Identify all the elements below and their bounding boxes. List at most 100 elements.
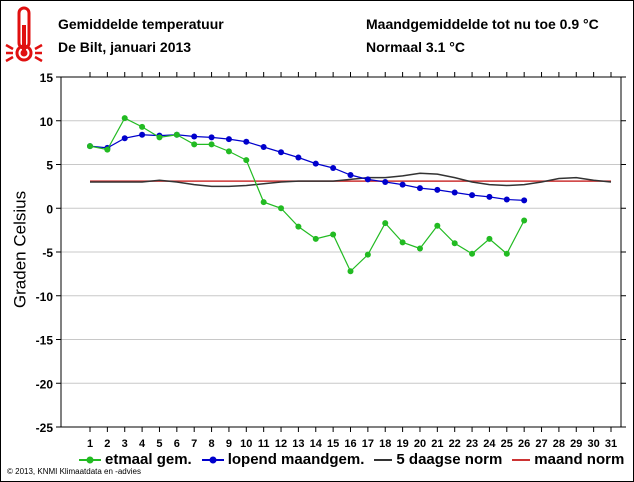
x-tick-label: 28 (553, 438, 565, 450)
x-tick-label: 20 (414, 438, 426, 450)
x-tick-label: 10 (240, 438, 252, 450)
y-tick-label: -5 (42, 246, 53, 260)
data-point (451, 240, 458, 247)
data-point (312, 160, 319, 167)
data-point (416, 185, 423, 192)
x-tick-label: 27 (535, 438, 547, 450)
x-tick-label: 25 (501, 438, 513, 450)
x-tick-label: 23 (466, 438, 478, 450)
month-average: Maandgemiddelde tot nu toe 0.9 °C (366, 16, 599, 32)
x-tick-label: 3 (122, 438, 128, 450)
data-point (347, 172, 354, 178)
data-point (486, 193, 493, 200)
data-point (330, 231, 337, 238)
data-point (260, 199, 267, 206)
x-tick-label: 29 (570, 438, 582, 450)
x-tick-label: 18 (379, 438, 391, 450)
data-point (243, 138, 250, 145)
data-point (521, 217, 528, 224)
y-tick-label: 0 (46, 202, 53, 216)
data-point (104, 146, 111, 153)
copyright: © 2013, KNMI Klimaatdata en -advies (7, 467, 141, 476)
data-point (121, 135, 128, 142)
x-tick-label: 24 (483, 438, 496, 450)
data-point (382, 220, 389, 227)
data-point (434, 222, 441, 229)
data-point (416, 245, 423, 252)
data-point (278, 149, 285, 156)
legend-maandnorm: maand norm (512, 451, 624, 468)
data-point (87, 143, 93, 150)
series-line-5-daagse-norm (90, 172, 612, 188)
data-point (382, 179, 389, 185)
data-point (139, 131, 146, 138)
legend-red-line (512, 458, 531, 461)
x-tick-label: 4 (139, 438, 146, 450)
data-point (503, 250, 510, 257)
x-tick-label: 12 (275, 438, 287, 450)
data-point (451, 189, 458, 196)
x-tick-label: 6 (174, 438, 180, 450)
thermometer-icon (5, 6, 43, 63)
y-tick-label: -20 (36, 377, 54, 391)
x-tick-label: 8 (209, 438, 215, 450)
chart-title: Gemiddelde temperatuur (58, 16, 224, 32)
x-tick-label: 22 (449, 438, 461, 450)
y-tick-label: 15 (40, 71, 54, 85)
data-point (295, 223, 302, 230)
data-point (364, 251, 371, 258)
data-point (312, 235, 319, 242)
data-point (225, 136, 232, 143)
data-point (191, 133, 198, 140)
data-point (156, 134, 163, 141)
x-tick-label: 30 (588, 438, 600, 450)
data-point (486, 235, 493, 242)
legend-label: 5 daagse norm (396, 451, 503, 468)
chart-subtitle: De Bilt, januari 2013 (58, 39, 192, 55)
data-point (399, 239, 406, 246)
data-point (173, 131, 180, 138)
x-tick-label: 1 (87, 438, 93, 450)
plot-frame (60, 76, 622, 428)
series-line-etmaal-gem- (89, 117, 525, 273)
data-point (503, 196, 510, 203)
normal-value: Normaal 3.1 °C (366, 39, 465, 55)
data-point (121, 115, 128, 122)
data-point (208, 141, 215, 148)
y-tick-label: 5 (46, 159, 53, 173)
x-tick-label: 14 (310, 438, 323, 450)
data-point (364, 176, 371, 183)
data-point (469, 250, 476, 257)
data-point (399, 181, 406, 188)
data-point (260, 144, 267, 150)
data-point (330, 165, 337, 171)
legend-5daagse: 5 daagse norm (374, 451, 502, 468)
x-tick-label: 9 (226, 438, 232, 450)
x-tick-label: 13 (292, 438, 304, 450)
data-point (434, 186, 441, 193)
x-tick-label: 17 (362, 438, 374, 450)
x-tick-label: 31 (605, 438, 617, 450)
data-point (521, 197, 528, 204)
x-tick-label: 11 (258, 438, 270, 450)
y-tick-label: -10 (36, 290, 54, 304)
x-tick-label: 16 (344, 438, 356, 450)
data-point (469, 192, 476, 199)
legend-etmaal: etmaal gem. (79, 451, 192, 468)
x-tick-label: 7 (191, 438, 197, 450)
data-point (295, 154, 302, 161)
legend: etmaal gem. lopend maandgem. 5 daagse no… (79, 451, 624, 468)
x-tick-label: 15 (327, 438, 339, 450)
series-line-lopend-maandgem- (89, 134, 525, 201)
legend-black-line (374, 458, 393, 461)
legend-label: lopend maandgem. (227, 451, 365, 468)
data-point (191, 141, 198, 148)
data-point (278, 205, 285, 212)
y-tick-label: -25 (36, 421, 54, 435)
legend-label: maand norm (534, 451, 625, 468)
x-tick-label: 26 (518, 438, 530, 450)
y-tick-label: 10 (40, 115, 54, 129)
data-point (243, 157, 250, 164)
x-tick-label: 19 (396, 438, 408, 450)
